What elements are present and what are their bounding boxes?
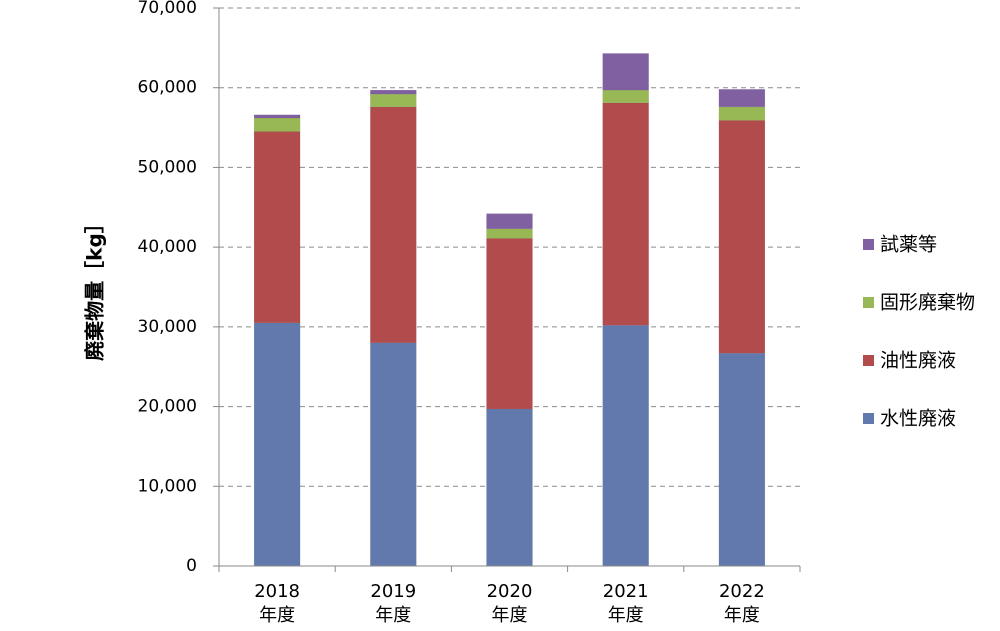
bar-segment <box>486 408 533 567</box>
x-tick-label: 2022 <box>719 581 765 602</box>
bar-segment <box>486 238 533 410</box>
x-tick-label: 2020 <box>487 581 533 602</box>
bar-segment <box>486 228 533 239</box>
bar-stacks <box>253 53 766 567</box>
y-tick-label: 50,000 <box>138 157 197 177</box>
bar-segment <box>602 102 649 326</box>
y-tick-label: 30,000 <box>138 317 197 337</box>
legend-swatch <box>863 355 874 366</box>
bar-segment <box>602 53 649 91</box>
x-tick-label: 年度 <box>259 605 295 626</box>
x-tick-label: 年度 <box>724 605 760 626</box>
x-tick-label: 2019 <box>370 581 416 602</box>
bar-segment <box>718 106 766 121</box>
bar-segment <box>602 325 649 567</box>
y-tick-label: 70,000 <box>138 0 197 18</box>
bar-segment <box>718 120 766 354</box>
bar-segment <box>370 106 417 344</box>
y-tick-label: 40,000 <box>138 237 197 257</box>
x-tick-label: 年度 <box>375 605 411 626</box>
bar-segment <box>253 117 301 132</box>
y-tick-label: 10,000 <box>138 476 197 496</box>
axes <box>218 8 800 567</box>
bar-segment <box>253 114 301 119</box>
bar-segment <box>486 213 533 230</box>
x-tick-labels: 2018 年度 2019 年度 2020 年度 2021 年度 2022 年度 <box>254 581 765 626</box>
x-tick-label: 年度 <box>608 605 644 626</box>
legend-label: 試薬等 <box>880 234 937 256</box>
bar-segment <box>718 352 766 567</box>
bar-segment <box>253 131 301 324</box>
y-tick-label: 60,000 <box>138 78 197 98</box>
legend-swatch <box>863 413 874 424</box>
legend-swatch <box>863 239 874 250</box>
bar-segment <box>370 93 417 108</box>
legend-label: 油性廃液 <box>880 350 956 372</box>
legend-label: 固形廃棄物 <box>880 292 975 314</box>
y-tick-labels: 0 10,000 20,000 30,000 40,000 50,000 60,000 70,… <box>138 0 197 576</box>
legend-label: 水性廃液 <box>880 408 956 430</box>
y-tick-label: 20,000 <box>138 397 197 417</box>
y-tick-label: 0 <box>186 556 197 576</box>
bar-segment <box>370 89 417 95</box>
x-tick-label: 2018 <box>254 581 300 602</box>
bar-segment <box>602 89 649 104</box>
x-tick-label: 年度 <box>492 605 528 626</box>
bar-segment <box>253 322 301 567</box>
legend-swatch <box>863 297 874 308</box>
y-axis-title: 廃棄物量［kg］ <box>83 213 107 361</box>
bar-segment <box>718 89 766 108</box>
x-tick-label: 2021 <box>603 581 649 602</box>
bar-segment <box>370 342 417 567</box>
